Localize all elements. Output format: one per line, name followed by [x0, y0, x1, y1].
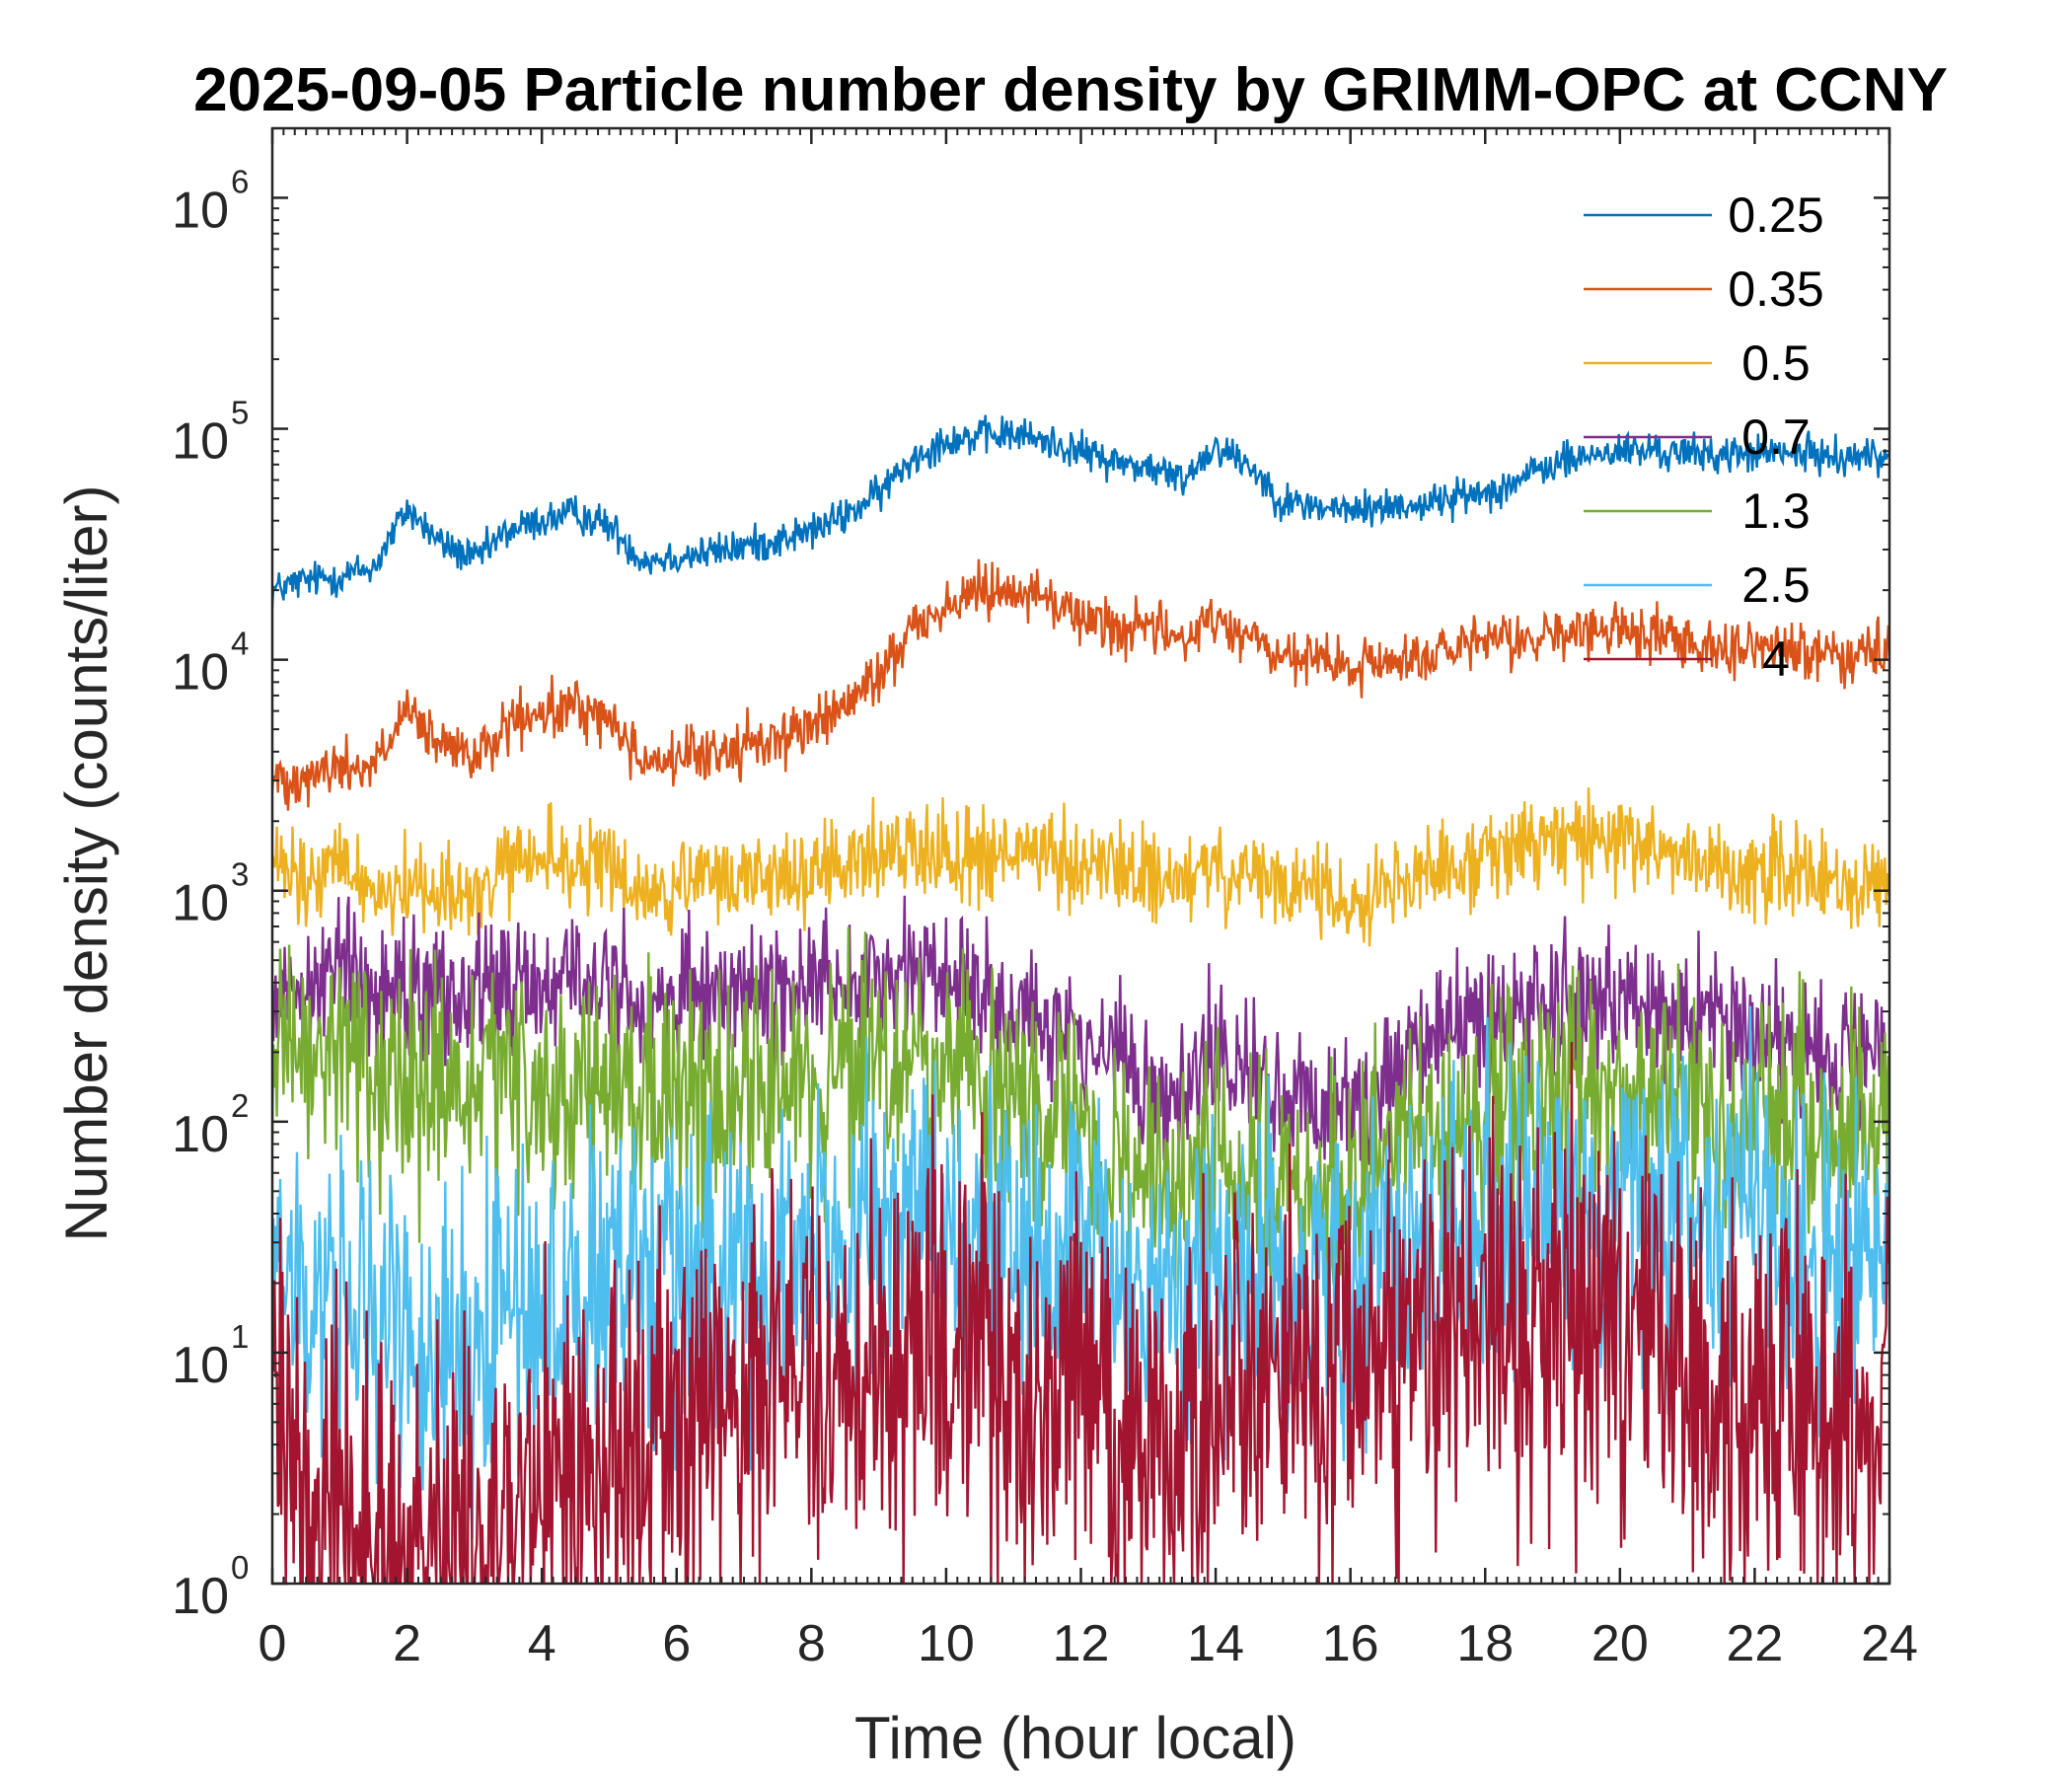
y-tick-label: 10 — [172, 1337, 229, 1394]
x-tick-label: 4 — [528, 1615, 556, 1672]
legend-label: 0.25 — [1728, 187, 1823, 243]
y-tick-exponent: 1 — [231, 1318, 249, 1355]
y-tick-label: 10 — [172, 1568, 229, 1625]
legend-label: 0.35 — [1728, 261, 1823, 317]
y-axis-label: Number density (counts/liter) — [53, 485, 119, 1242]
x-tick-label: 22 — [1726, 1615, 1783, 1672]
y-tick-exponent: 6 — [231, 163, 249, 199]
legend-label: 0.7 — [1741, 409, 1811, 465]
x-axis-label: Time (hour local) — [854, 1705, 1296, 1771]
x-tick-label: 18 — [1456, 1615, 1514, 1672]
x-tick-label: 24 — [1861, 1615, 1918, 1672]
series-line-0_7 — [272, 895, 1889, 1182]
x-tick-label: 10 — [918, 1615, 975, 1672]
legend-label: 4 — [1762, 631, 1790, 687]
series-line-1_3 — [272, 926, 1889, 1303]
y-tick-label: 10 — [172, 875, 229, 932]
y-tick-exponent: 5 — [231, 395, 249, 431]
series-layer — [272, 414, 1889, 1584]
y-tick-label: 10 — [172, 182, 229, 239]
series-line-0_35 — [272, 558, 1889, 811]
legend-label: 2.5 — [1741, 557, 1811, 613]
y-tick-label: 10 — [172, 644, 229, 702]
x-tick-label: 2 — [393, 1615, 421, 1672]
y-tick-exponent: 4 — [231, 626, 249, 662]
series-line-0_5 — [272, 787, 1889, 947]
x-tick-label: 20 — [1591, 1615, 1649, 1672]
legend-label: 0.5 — [1741, 335, 1811, 391]
x-tick-label: 12 — [1053, 1615, 1110, 1672]
y-tick-exponent: 2 — [231, 1087, 249, 1124]
legend-label: 1.3 — [1741, 483, 1811, 539]
x-tick-label: 0 — [259, 1615, 287, 1672]
axes-layer: 0 2 4 6 8 10 12 14 16 18 20 22 241001011021031041051… — [172, 126, 1918, 1672]
x-tick-label: 14 — [1187, 1615, 1244, 1672]
series-line-0_25 — [272, 414, 1889, 608]
y-tick-label: 10 — [172, 1106, 229, 1163]
y-tick-exponent: 0 — [231, 1549, 249, 1586]
y-tick-label: 10 — [172, 413, 229, 471]
y-tick-exponent: 3 — [231, 856, 249, 893]
x-tick-label: 6 — [662, 1615, 691, 1672]
x-tick-label: 16 — [1322, 1615, 1379, 1672]
legend: 0.25 0.35 0.5 0.7 1.3 2.5 4 — [1584, 187, 1824, 687]
x-tick-label: 8 — [797, 1615, 826, 1672]
chart-title: 2025-09-05 Particle number density by GR… — [193, 56, 1948, 124]
series-line-4 — [272, 1041, 1889, 1584]
